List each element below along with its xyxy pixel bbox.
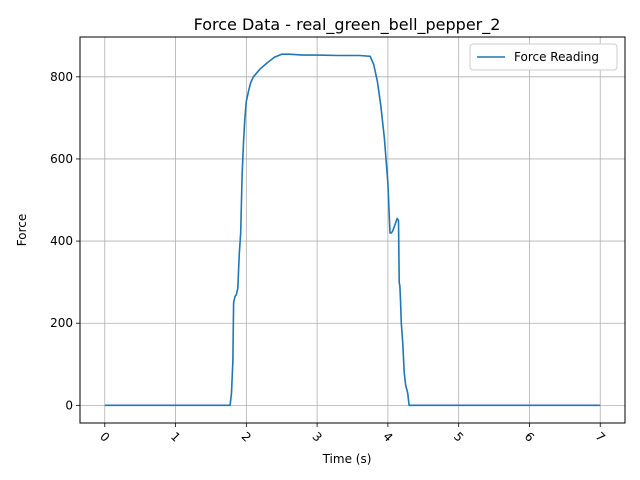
legend: Force Reading: [469, 43, 618, 71]
series-line-force-reading: [104, 53, 601, 407]
x-tick-label: 6: [522, 429, 537, 444]
x-tick-label: 0: [97, 429, 112, 444]
y-tick-label: 200: [50, 316, 73, 330]
legend-box: [469, 43, 618, 71]
y-axis-label: Force: [15, 214, 29, 246]
x-tick-label: 7: [593, 429, 608, 444]
y-tick-label: 800: [50, 70, 73, 84]
plot-frame: [79, 36, 626, 424]
y-tick-label: 0: [65, 398, 73, 412]
x-tick-label: 4: [380, 429, 395, 444]
y-axis-ticks: 0 200 400 600 800: [50, 70, 80, 412]
grid-lines: [80, 37, 625, 423]
y-tick-label: 400: [50, 234, 73, 248]
chart-title: Force Data - real_green_bell_pepper_2: [194, 15, 501, 35]
x-tick-label: 2: [239, 429, 254, 444]
data-layer: [104, 53, 601, 407]
x-tick-label: 1: [168, 429, 183, 444]
x-tick-label: 5: [451, 429, 466, 444]
x-axis-ticks: 0 1 2 3 4 5 6 7: [97, 423, 608, 445]
legend-label: Force Reading: [514, 50, 599, 64]
x-tick-label: 3: [309, 429, 324, 444]
x-axis-label: Time (s): [322, 452, 372, 466]
y-tick-label: 600: [50, 152, 73, 166]
